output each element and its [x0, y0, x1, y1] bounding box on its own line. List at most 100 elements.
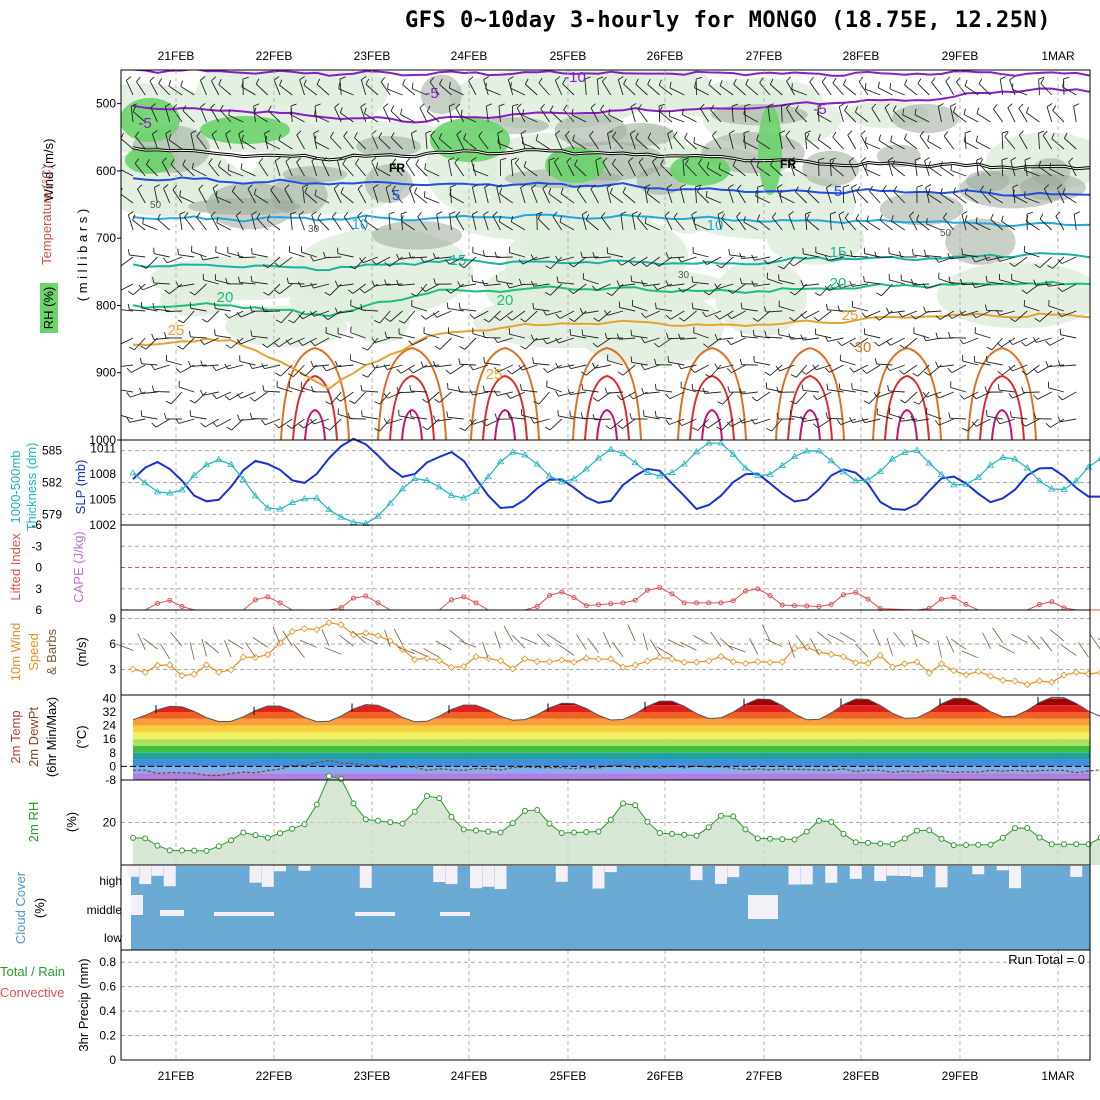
wind-barb: [313, 310, 330, 317]
wind-barb: [680, 364, 697, 370]
wind-barb-flag: [415, 159, 420, 165]
wind-barb: [375, 256, 391, 265]
wind-barb-flag: [242, 76, 249, 80]
wind-barb-flag: [792, 162, 795, 169]
wind10-barb: [189, 642, 195, 660]
temp-band: [133, 718, 1090, 726]
wind10-barb: [893, 631, 906, 647]
temp-contour-10: [132, 213, 1090, 228]
wind-barb: [622, 364, 636, 376]
wind10-barb: [558, 644, 575, 656]
wind10-marker: [692, 658, 701, 666]
wind-barb: [374, 337, 391, 344]
wind-barb: [888, 390, 905, 393]
wind-barb-flag: [789, 291, 796, 296]
wind-barb-flag: [766, 427, 772, 432]
wind-barb: [779, 364, 795, 372]
wind-barb: [721, 218, 734, 231]
wind-barb-flag: [419, 103, 425, 108]
wind10-marker: [1048, 678, 1056, 686]
wind-barb-flag: [152, 130, 158, 135]
wind-barb: [786, 80, 795, 96]
wind-barb-flag: [214, 329, 216, 336]
wind10-marker: [227, 666, 235, 674]
wind-barb-flag: [605, 425, 611, 430]
rh2m-marker: [1012, 825, 1018, 832]
wind-barb: [339, 79, 342, 96]
wind-barb: [154, 253, 170, 258]
wind-barb: [754, 335, 771, 339]
wind-barb: [239, 360, 256, 366]
wind-barb: [643, 391, 660, 395]
wind-barb: [202, 256, 219, 261]
wind-barb-flag: [359, 288, 366, 294]
wind-barb: [240, 168, 256, 177]
wind-barb-flag: [1045, 361, 1049, 367]
wind-barb: [864, 418, 881, 424]
slp-marker: [974, 473, 982, 480]
wind-barb: [1050, 418, 1065, 428]
slp-marker: [1023, 464, 1031, 471]
wind-barb: [710, 364, 722, 378]
wind-barb: [1043, 188, 1053, 204]
wind-barb: [866, 220, 881, 231]
wind-barb: [594, 256, 611, 259]
wind-barb: [379, 391, 391, 405]
wind-barb: [1060, 418, 1077, 423]
wind-barb: [130, 364, 146, 373]
wind-barb: [460, 308, 477, 312]
wind-barb-flag: [902, 108, 905, 115]
cloud-mid-gap: [440, 912, 470, 916]
wind-barb-flag: [201, 318, 208, 323]
wind-barb-flag: [592, 397, 599, 402]
wind-barb: [463, 256, 477, 269]
wind-barb: [732, 165, 746, 177]
wind-barb: [637, 108, 648, 123]
rh2m-marker: [424, 792, 430, 799]
wind-barb: [435, 418, 452, 422]
wind-barb-flag: [590, 103, 596, 109]
wind-barb-flag: [483, 318, 490, 323]
temp-contour-35: [689, 374, 735, 440]
rh-contour-label: 50: [150, 200, 162, 211]
lifted-index-marker: [951, 594, 957, 600]
wind-barb: [227, 364, 244, 370]
wind10-marker: [852, 659, 860, 667]
precip-tick-label: 0.6: [99, 980, 116, 994]
wind-barb-flag: [805, 211, 812, 215]
wind-barb: [265, 141, 281, 150]
wind-barb-flag: [390, 105, 395, 112]
wind-barb: [904, 337, 918, 349]
wind-barb-flag: [861, 157, 867, 162]
wind-barb: [937, 364, 954, 368]
wind-barb: [652, 161, 661, 177]
wind-barb: [337, 364, 354, 368]
wind-barb: [523, 166, 538, 177]
wind10-barb: [142, 637, 158, 650]
wind-barb: [301, 387, 317, 393]
wind-barb-flag: [483, 76, 489, 81]
wind-barb-flag: [764, 371, 771, 376]
contour-label: 10: [707, 217, 724, 234]
wind-barb: [472, 391, 489, 396]
wind-barb-flag: [979, 158, 984, 165]
wind-barb-flag: [373, 184, 379, 189]
wind-barb-flag: [536, 211, 543, 215]
lifted-index-marker: [865, 596, 871, 602]
wind10-barb: [872, 629, 881, 646]
wind-barb-flag: [383, 393, 389, 399]
wind-barb-flag: [714, 283, 719, 289]
wind-barb: [525, 83, 538, 96]
wind-barb: [538, 82, 550, 96]
wind-barb: [558, 281, 575, 285]
wind-barb: [154, 364, 170, 371]
wind10-barb: [840, 632, 856, 642]
wind-barb-flag: [340, 187, 344, 194]
wind-barb-flag: [584, 76, 591, 80]
wind-barb: [289, 251, 305, 258]
slp-marker: [251, 492, 260, 499]
wind-barb: [590, 107, 599, 123]
wind-barb: [939, 310, 954, 320]
wind-barb-flag: [789, 317, 795, 322]
wind-barb-flag: [426, 105, 431, 112]
